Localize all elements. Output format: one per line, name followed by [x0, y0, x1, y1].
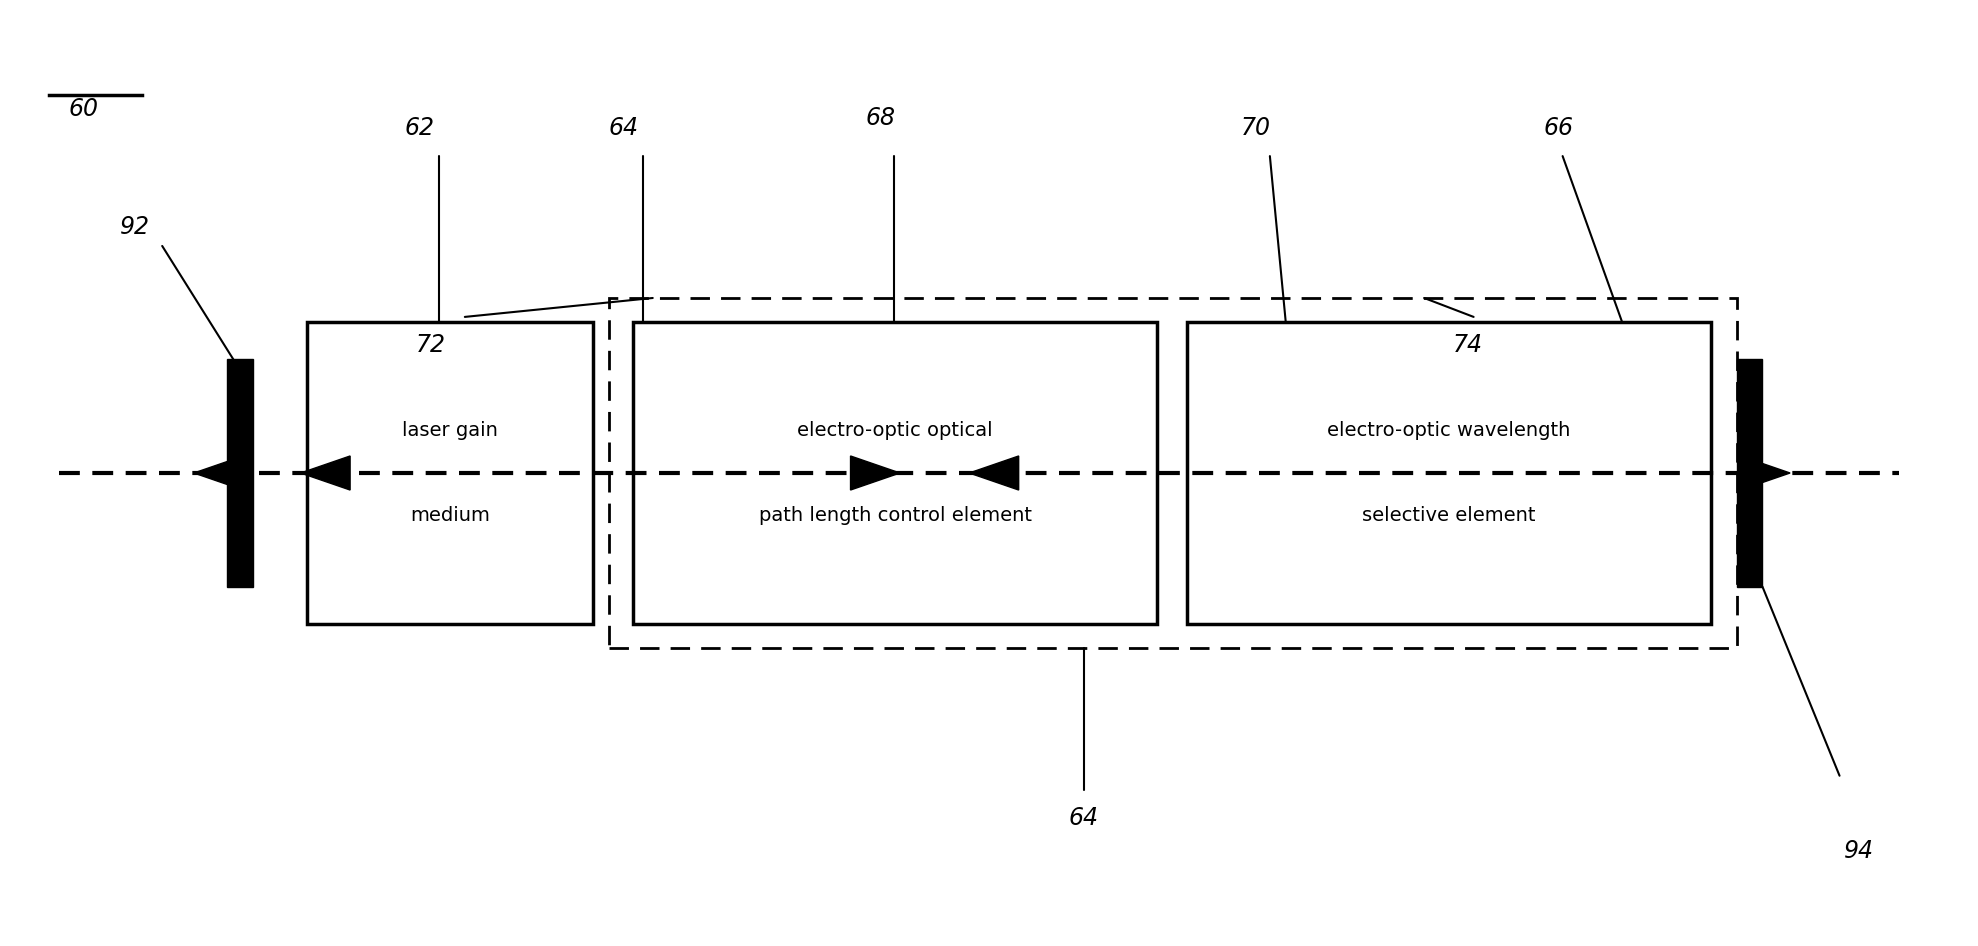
Text: laser gain: laser gain — [402, 421, 498, 440]
Text: path length control element: path length control element — [758, 506, 1033, 525]
Bar — [1187, 322, 1711, 624]
Polygon shape — [301, 456, 350, 490]
Bar — [633, 322, 1157, 624]
Text: 64: 64 — [607, 115, 639, 140]
Polygon shape — [194, 456, 243, 490]
Bar — [609, 298, 1737, 648]
Bar — [307, 322, 593, 624]
Text: 74: 74 — [1452, 333, 1484, 358]
Text: selective element: selective element — [1363, 506, 1535, 525]
Polygon shape — [851, 456, 900, 490]
Text: 64: 64 — [1068, 806, 1100, 831]
Polygon shape — [1741, 456, 1790, 490]
Text: 66: 66 — [1543, 115, 1574, 140]
Text: 68: 68 — [864, 106, 896, 131]
Text: 94: 94 — [1843, 839, 1875, 864]
Text: 60: 60 — [67, 96, 99, 121]
Text: electro-optic optical: electro-optic optical — [797, 421, 993, 440]
Bar — [1737, 359, 1762, 587]
Text: 72: 72 — [415, 333, 447, 358]
Text: 92: 92 — [119, 215, 150, 239]
Text: electro-optic wavelength: electro-optic wavelength — [1327, 421, 1571, 440]
Bar — [227, 359, 253, 587]
Text: 62: 62 — [404, 115, 435, 140]
Text: 70: 70 — [1240, 115, 1272, 140]
Text: medium: medium — [409, 506, 491, 525]
Polygon shape — [969, 456, 1019, 490]
